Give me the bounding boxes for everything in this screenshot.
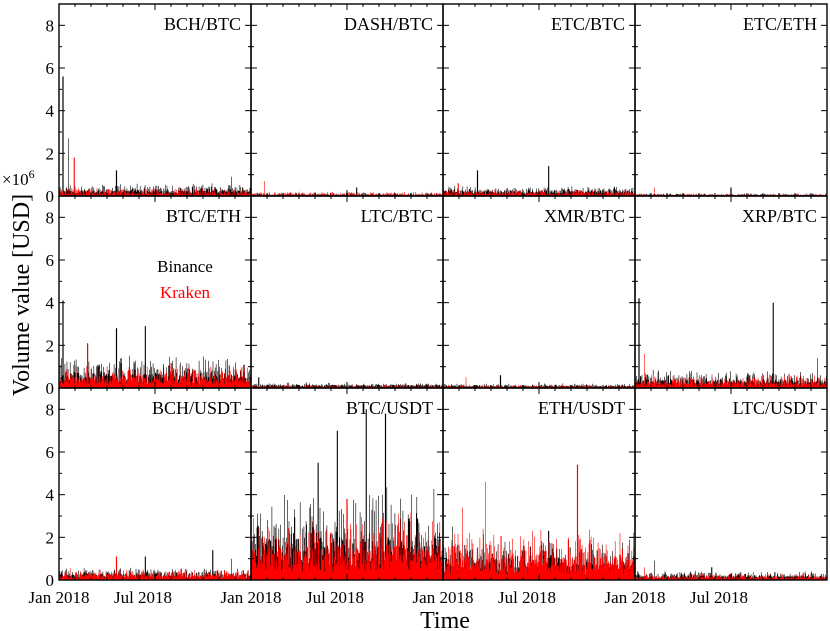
x-tick-label: Jan 2018 bbox=[29, 588, 90, 607]
chart-ticks bbox=[58, 3, 828, 581]
x-tick-label: Jan 2018 bbox=[605, 588, 666, 607]
series-binance-7 bbox=[634, 298, 828, 388]
panel-title-5: LTC/BTC bbox=[361, 206, 433, 226]
panel-title-9: BTC/USDT bbox=[346, 398, 433, 418]
panel-title-4: BTC/ETH bbox=[166, 206, 241, 226]
y-tick-label: 2 bbox=[46, 144, 55, 163]
legend-entry-binance: Binance bbox=[157, 257, 213, 276]
x-axis-title: Time bbox=[420, 608, 470, 631]
x-tick-label: Jan 2018 bbox=[221, 588, 282, 607]
panel-title-10: ETH/USDT bbox=[538, 398, 625, 418]
panel-title-6: XMR/BTC bbox=[544, 206, 625, 226]
series-kraken-9 bbox=[250, 498, 444, 580]
legend-entry-kraken: Kraken bbox=[160, 283, 211, 302]
series-kraken-4 bbox=[58, 343, 252, 388]
x-tick-label: Jul 2018 bbox=[498, 588, 556, 607]
panel-title-0: BCH/BTC bbox=[164, 14, 241, 34]
y-tick-label: 2 bbox=[46, 528, 55, 547]
x-tick-label: Jul 2018 bbox=[690, 588, 748, 607]
chart-labels: BCH/BTC DASH/BTC ETC/BTC ETC/ETH BTC/ETH LTC/… bbox=[29, 14, 817, 607]
y-axis-title: Volume value [USD] bbox=[9, 194, 35, 396]
x-tick-label: Jul 2018 bbox=[114, 588, 172, 607]
y-tick-label: 4 bbox=[46, 486, 55, 505]
y-tick-label: 0 bbox=[46, 379, 55, 398]
panel-title-8: BCH/USDT bbox=[152, 398, 241, 418]
y-tick-label: 4 bbox=[46, 294, 55, 313]
panel-title-2: ETC/BTC bbox=[551, 14, 625, 34]
y-multiplier-exponent: 6 bbox=[29, 167, 35, 181]
x-tick-label: Jan 2018 bbox=[413, 588, 474, 607]
y-tick-label: 4 bbox=[46, 102, 55, 121]
series-kraken-10 bbox=[442, 464, 636, 580]
panel-title-11: LTC/USDT bbox=[733, 398, 817, 418]
y-tick-label: 2 bbox=[46, 336, 55, 355]
y-tick-label: 6 bbox=[46, 59, 55, 78]
panel-title-7: XRP/BTC bbox=[742, 206, 817, 226]
y-tick-label: 6 bbox=[46, 443, 55, 462]
panel-title-3: ETC/ETH bbox=[743, 14, 817, 34]
series-binance-0 bbox=[58, 76, 252, 196]
y-tick-label: 8 bbox=[46, 16, 55, 35]
x-tick-label: Jul 2018 bbox=[306, 588, 364, 607]
y-multiplier-base: ×10 bbox=[2, 170, 29, 189]
y-tick-label: 6 bbox=[46, 251, 55, 270]
panel-title-1: DASH/BTC bbox=[344, 14, 433, 34]
y-tick-label: 0 bbox=[46, 187, 55, 206]
y-tick-label: 0 bbox=[46, 571, 55, 590]
y-tick-label: 8 bbox=[46, 400, 55, 419]
y-multiplier: ×106 bbox=[2, 167, 35, 189]
y-tick-label: 8 bbox=[46, 208, 55, 227]
